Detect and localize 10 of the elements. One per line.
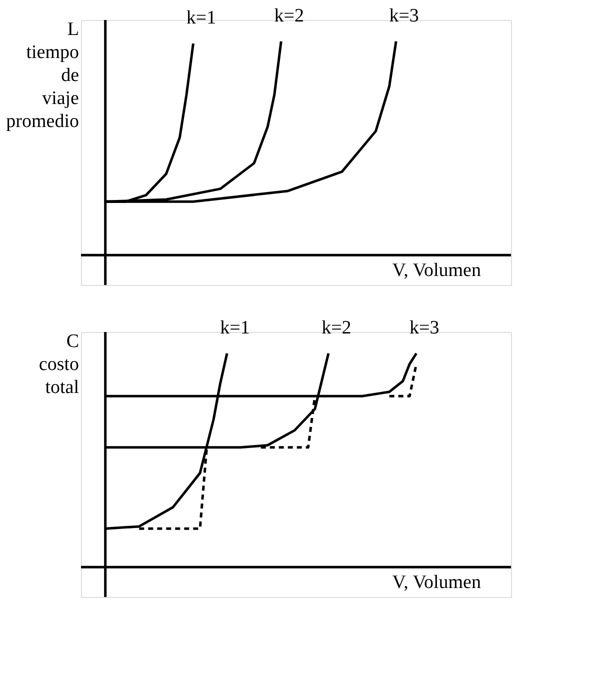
x-axis-title: V, Volumen bbox=[392, 572, 482, 594]
y-axis-title: L tiempo de viaje promedio bbox=[6, 19, 79, 132]
series-label: k=1 bbox=[220, 317, 250, 338]
series-label: k=2 bbox=[274, 5, 304, 26]
series-label: k=2 bbox=[322, 317, 352, 338]
series-label: k=3 bbox=[409, 317, 440, 338]
series-label: k=1 bbox=[186, 8, 216, 29]
x-axis-title: V, Volumen bbox=[392, 260, 482, 282]
y-axis-title: C costo total bbox=[38, 331, 79, 398]
series-label: k=3 bbox=[389, 5, 419, 26]
